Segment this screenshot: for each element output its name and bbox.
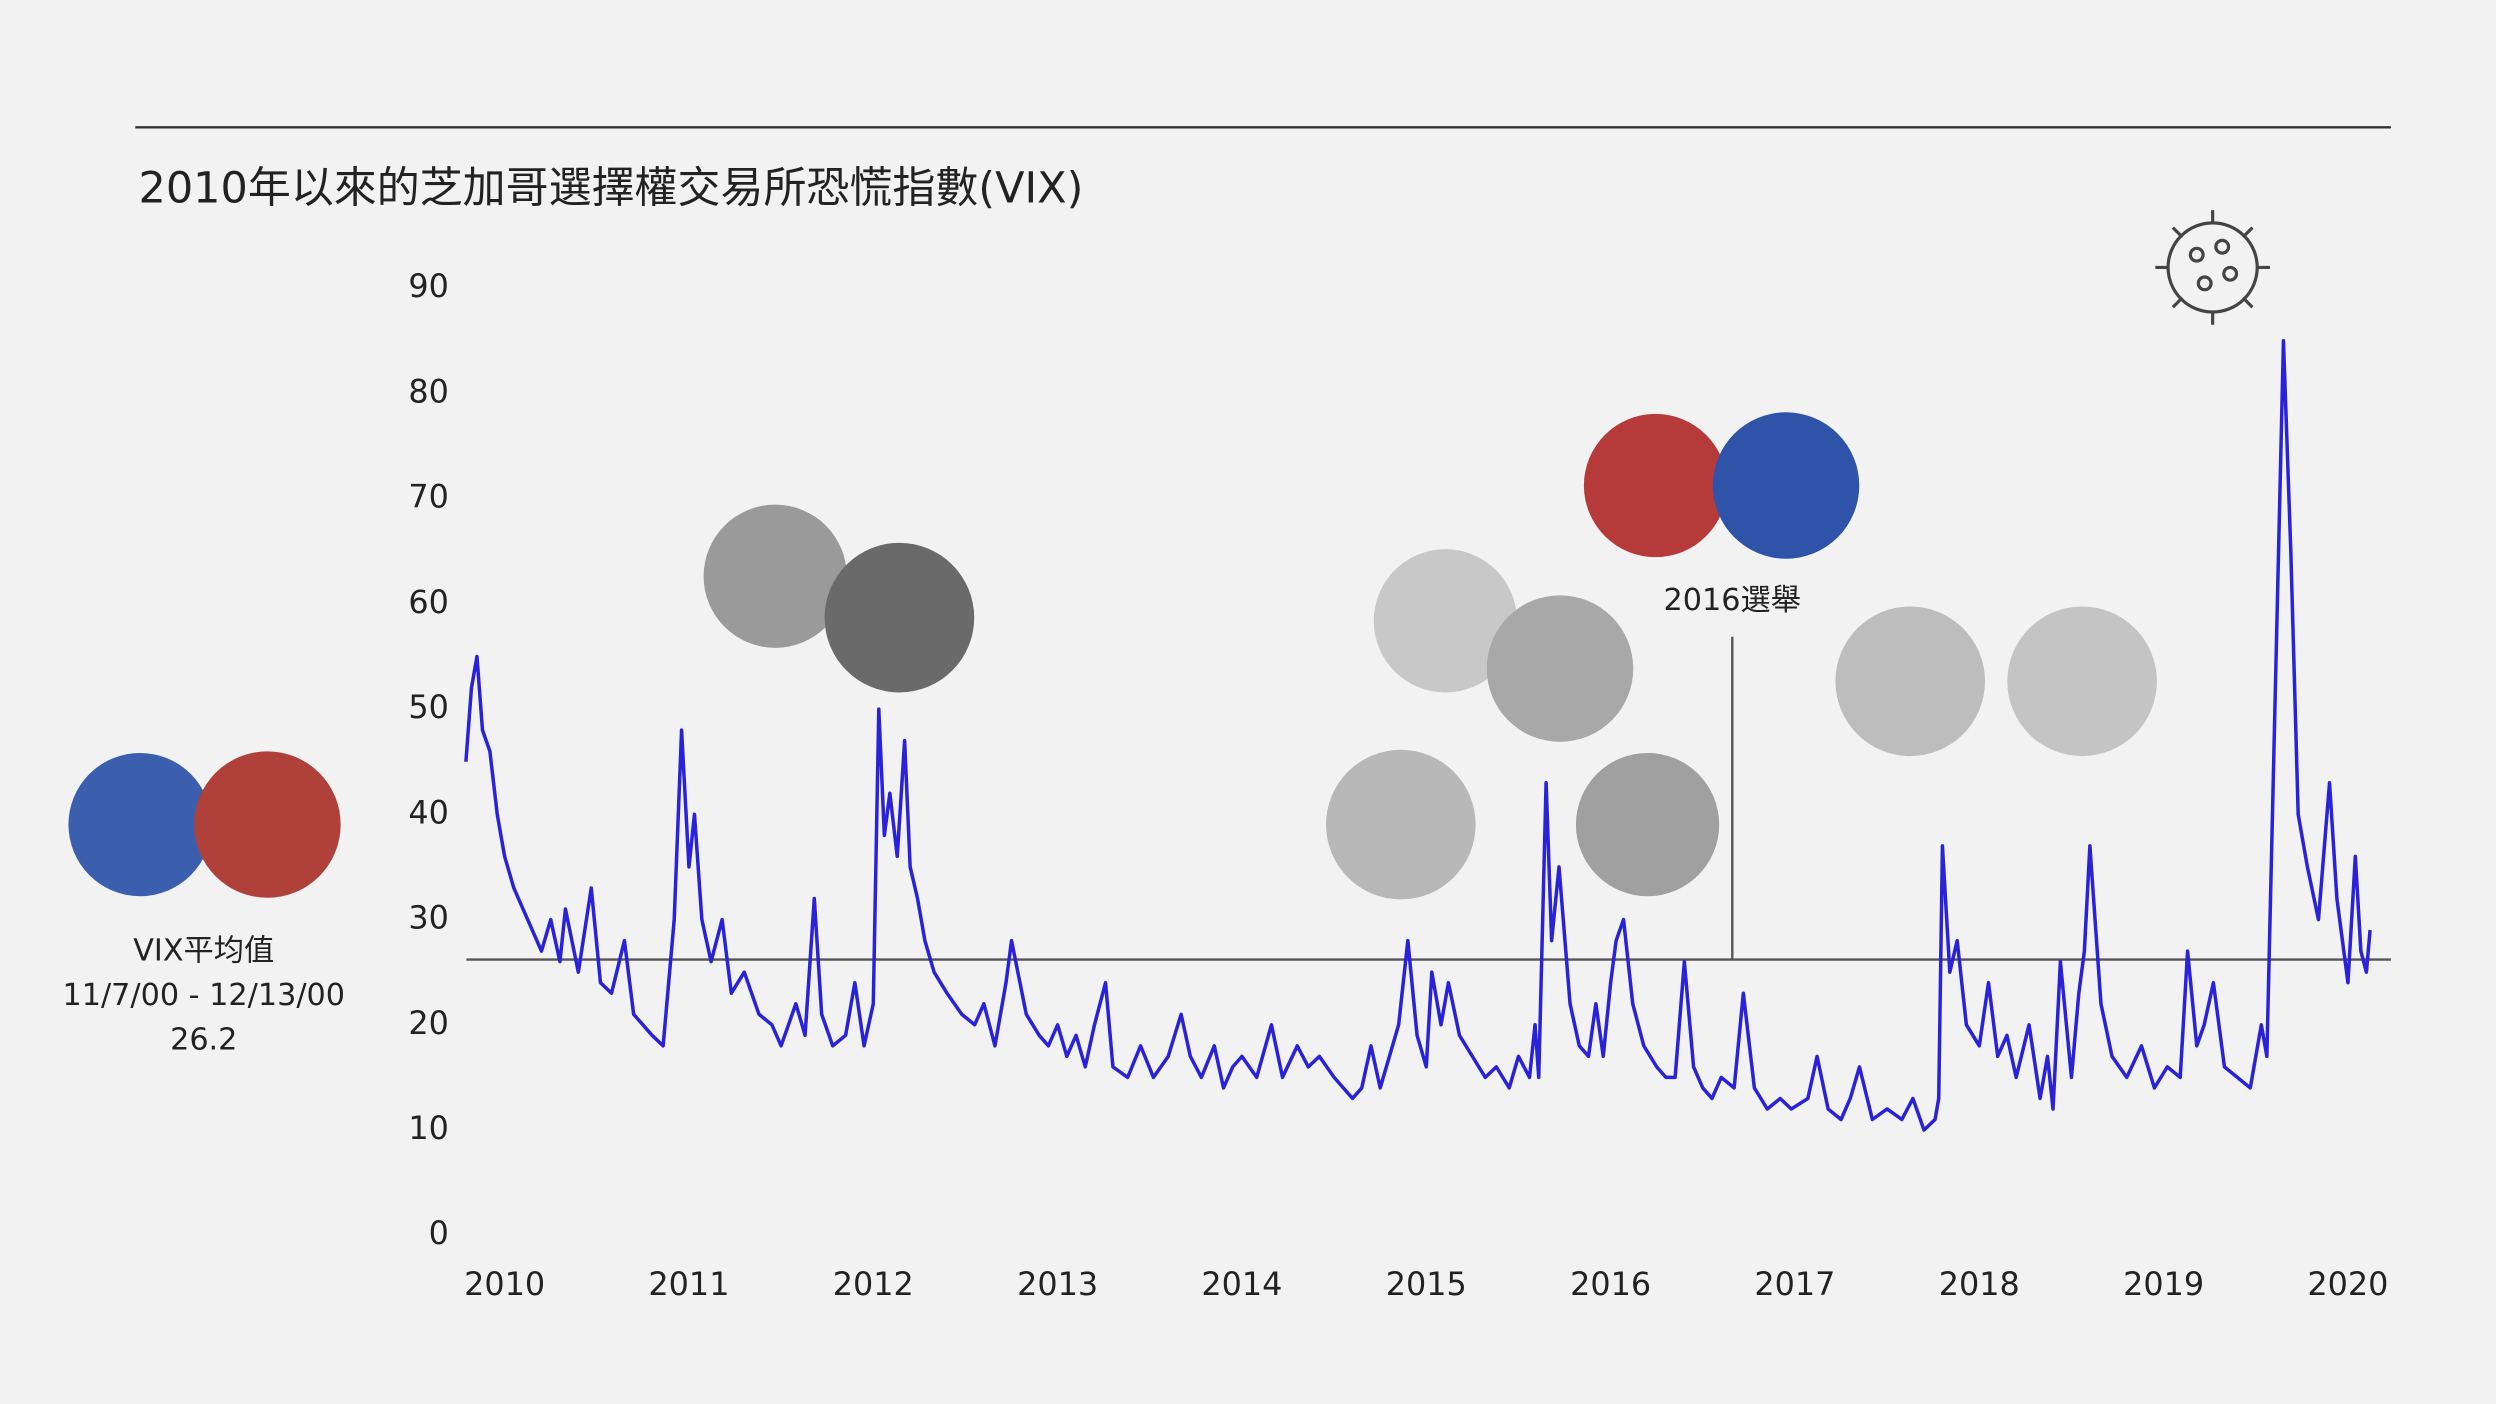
photo	[1575, 752, 1720, 897]
x-tick-label: 2010	[464, 1265, 545, 1303]
chart-title: 2010年以來的芝加哥選擇權交易所恐慌指數(VIX)	[138, 164, 1083, 214]
x-tick-label: 2012	[833, 1265, 914, 1303]
y-tick-label: 0	[429, 1214, 449, 1252]
y-tick-label: 40	[408, 793, 449, 831]
y-tick-label: 80	[408, 372, 449, 410]
photo	[1583, 413, 1728, 558]
x-tick-label: 2020	[2307, 1265, 2388, 1303]
average-period: 11/7/00 - 12/13/00	[63, 978, 345, 1013]
photo	[2007, 606, 2157, 757]
y-tick-label: 90	[408, 267, 449, 305]
virus-icon	[2155, 210, 2270, 325]
photo	[1835, 606, 1986, 757]
photos	[68, 210, 2270, 900]
x-tick-label: 2014	[1201, 1265, 1282, 1303]
y-tick-label: 60	[408, 583, 449, 621]
photo	[1712, 412, 1860, 559]
photo	[824, 542, 975, 693]
average-value: 26.2	[170, 1023, 237, 1058]
x-tick-label: 2019	[2123, 1265, 2204, 1303]
photo	[1326, 749, 1476, 900]
photo	[1486, 595, 1634, 742]
vix-line	[464, 338, 2372, 1132]
photo	[703, 504, 847, 648]
photo	[68, 752, 212, 897]
average-label: VIX平均值	[133, 933, 274, 968]
y-tick-label: 10	[408, 1109, 449, 1147]
x-tick-label: 2011	[648, 1265, 729, 1303]
photo	[1373, 549, 1518, 693]
y-tick-label: 20	[408, 1004, 449, 1042]
annotation-label: 2016選舉	[1664, 583, 1801, 618]
x-tick-label: 2018	[1939, 1265, 2020, 1303]
y-tick-label: 70	[408, 478, 449, 516]
x-tick-label: 2013	[1017, 1265, 1098, 1303]
x-tick-label: 2015	[1386, 1265, 1467, 1303]
y-tick-label: 50	[408, 688, 449, 726]
photo	[194, 751, 341, 898]
x-tick-label: 2016	[1570, 1265, 1651, 1303]
x-tick-label: 2017	[1754, 1265, 1835, 1303]
y-tick-label: 30	[408, 899, 449, 937]
